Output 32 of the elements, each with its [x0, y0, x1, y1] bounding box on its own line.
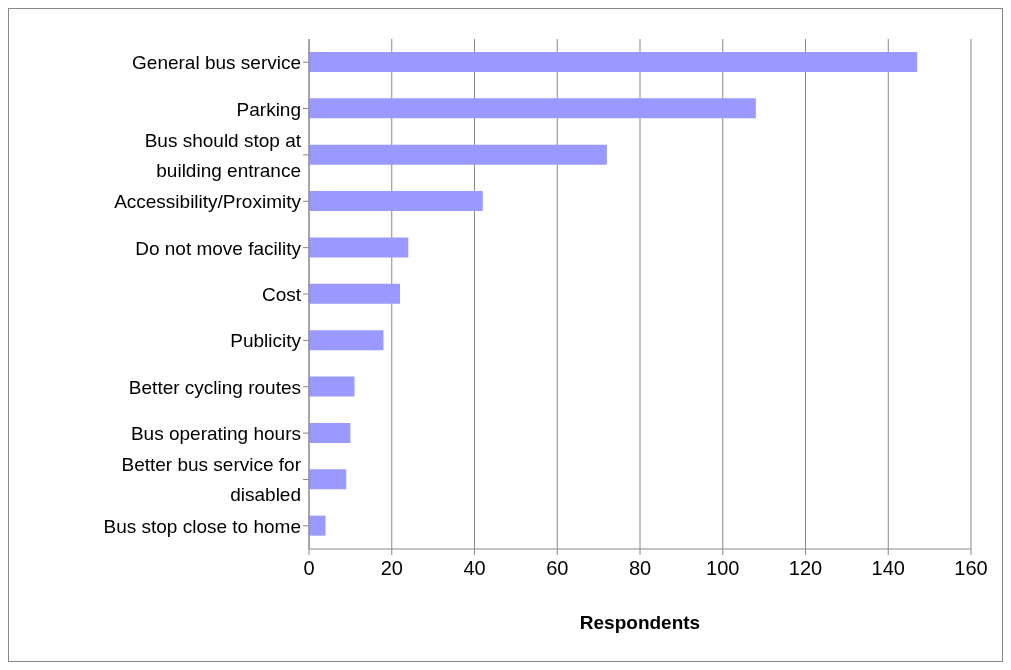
x-tick-label: 60 — [546, 557, 569, 580]
x-tick-label: 20 — [380, 557, 403, 580]
y-tick-label: Bus should stop at building entrance — [144, 129, 302, 181]
x-tick-label: 40 — [463, 557, 486, 580]
x-tick-label: 160 — [954, 557, 988, 580]
x-tick-label: 100 — [706, 557, 740, 580]
y-tick-label: Publicity — [230, 329, 302, 351]
bar — [309, 98, 756, 119]
bar — [309, 52, 918, 72]
y-tick-label: Accessibility/Proximity — [114, 190, 302, 212]
bar — [309, 191, 483, 212]
bar — [309, 237, 409, 258]
y-tick-label: Cost — [261, 283, 302, 305]
y-tick-label: Bus stop close to home — [103, 515, 301, 537]
x-axis-title: Respondents — [579, 612, 701, 633]
y-tick-label: General bus service — [132, 51, 301, 73]
y-tick-label: Better bus service for disabled — [121, 453, 302, 505]
x-tick-label: 80 — [628, 557, 652, 580]
bar — [309, 330, 384, 351]
y-tick-label: Better cycling routes — [128, 376, 301, 398]
bar — [309, 469, 347, 490]
bar — [309, 283, 401, 304]
bar — [309, 376, 355, 397]
y-tick-label: Do not move facility — [135, 237, 302, 259]
x-tick-label: 140 — [871, 557, 905, 580]
x-tick-label: 0 — [303, 557, 315, 580]
y-tick-label: Parking — [236, 98, 301, 120]
bar — [309, 515, 326, 536]
x-tick-label: 120 — [788, 557, 823, 580]
y-tick-label: Bus operating hours — [130, 422, 301, 444]
bar — [309, 422, 351, 443]
bar — [309, 144, 607, 165]
